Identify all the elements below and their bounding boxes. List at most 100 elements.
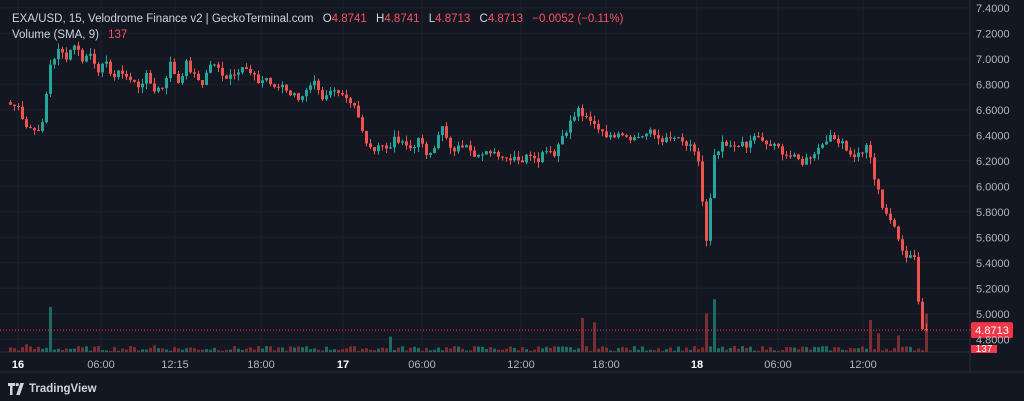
candle-body xyxy=(149,72,152,84)
candle-body xyxy=(789,155,792,157)
candle-body xyxy=(333,90,336,92)
volume-bar xyxy=(385,348,388,352)
volume-bar xyxy=(233,346,236,352)
volume-bar xyxy=(825,346,828,352)
candle-body xyxy=(873,157,876,180)
legend-volume-value: 137 xyxy=(108,29,128,41)
candle-body xyxy=(201,80,204,86)
volume-bar xyxy=(717,348,720,352)
volume-bar xyxy=(309,349,312,352)
volume-bar xyxy=(405,350,408,352)
candle-body xyxy=(53,59,56,65)
y-tick-label: 5.2000 xyxy=(976,283,1010,295)
candle-body xyxy=(553,151,556,157)
candle-body xyxy=(373,147,376,152)
price-axis[interactable]: 7.4000 7.2000 7.0000 6.8000 6.6000 6.4000 6.20… xyxy=(976,3,1010,346)
volume-bar xyxy=(669,347,672,352)
candle-body xyxy=(921,301,924,329)
candle-body xyxy=(717,151,720,156)
volume-bar xyxy=(781,350,784,352)
candle-body xyxy=(141,83,144,88)
volume-bar xyxy=(753,350,756,352)
candle-body xyxy=(301,96,304,100)
candle-body xyxy=(129,76,132,81)
volume-bar xyxy=(513,347,516,352)
y-tick-label: 5.0000 xyxy=(976,309,1010,321)
volume-bar xyxy=(681,350,684,352)
candle-body xyxy=(905,250,908,258)
volume-bar xyxy=(797,349,800,352)
candle-body xyxy=(161,87,164,89)
tradingview-branding[interactable]: TradingView xyxy=(8,379,97,399)
candle-body xyxy=(673,137,676,139)
volume-bar xyxy=(157,348,160,352)
candle-body xyxy=(441,126,444,135)
candle-body xyxy=(565,132,568,136)
volume-bar xyxy=(885,348,888,352)
volume-bar xyxy=(245,348,248,352)
volume-bar xyxy=(653,350,656,352)
volume-bar xyxy=(701,347,704,352)
volume-bar xyxy=(205,349,208,352)
candle-body xyxy=(317,80,320,90)
candle-body xyxy=(453,147,456,152)
candle-body xyxy=(249,68,252,73)
candle-body xyxy=(421,138,424,144)
volume-bar xyxy=(421,350,424,352)
volume-bar xyxy=(665,349,668,352)
volume-bar xyxy=(85,346,88,352)
volume-bar xyxy=(553,346,556,352)
volume-bar xyxy=(537,346,540,352)
volume-bar xyxy=(737,348,740,352)
candle-body xyxy=(325,95,328,100)
time-axis[interactable]: 16 06:00 12:15 18:00 17 06:00 12:00 18:00 18 06:0… xyxy=(12,359,877,371)
volume-bar xyxy=(137,350,140,352)
volume-bar xyxy=(673,350,676,352)
volume-bar xyxy=(809,349,812,352)
volume-bar xyxy=(425,347,428,352)
volume-bar xyxy=(657,348,660,352)
candle-body xyxy=(133,80,136,82)
candle-body xyxy=(117,70,120,78)
volume-bar xyxy=(617,348,620,352)
volume-bar xyxy=(301,347,304,352)
volume-bar xyxy=(601,346,604,352)
candle-body xyxy=(545,151,548,153)
volume-bar xyxy=(69,348,72,352)
volume-bar xyxy=(517,350,520,352)
volume-bar xyxy=(189,347,192,352)
volume-bar xyxy=(133,347,136,352)
volume-bar xyxy=(621,347,624,352)
candle-body xyxy=(877,179,880,190)
x-tick-label: 06:00 xyxy=(764,359,792,371)
volume-bar xyxy=(833,347,836,352)
volume-bar xyxy=(97,346,100,352)
candle-body xyxy=(413,147,416,149)
candle-body xyxy=(893,220,896,227)
volume-bar xyxy=(393,349,396,352)
candle-body xyxy=(597,124,600,130)
volume-bar xyxy=(33,348,36,352)
volume-bar xyxy=(57,348,60,352)
volume-bar xyxy=(449,348,452,352)
legend-change: −0.0052 (−0.11%) xyxy=(532,13,624,25)
legend-symbol[interactable]: EXA/USD, 15, Velodrome Finance v2 | Geck… xyxy=(12,13,314,25)
volume-bar xyxy=(709,346,712,352)
candle-body xyxy=(285,84,288,91)
volume-bar xyxy=(593,322,596,352)
candle-body xyxy=(625,135,628,137)
candle-body xyxy=(45,93,48,123)
candle-body xyxy=(889,213,892,221)
candle-body xyxy=(385,145,388,149)
legend-volume-label[interactable]: Volume (SMA, 9) xyxy=(12,29,99,41)
volume-bar xyxy=(901,346,904,352)
candle-body xyxy=(77,45,80,50)
y-tick-label: 7.2000 xyxy=(976,28,1010,40)
volume-bar xyxy=(841,349,844,352)
volume-bar xyxy=(785,347,788,352)
volume-bar xyxy=(173,347,176,352)
candle-body xyxy=(173,61,176,74)
candle-body xyxy=(541,152,544,163)
volume-bar xyxy=(289,346,292,352)
